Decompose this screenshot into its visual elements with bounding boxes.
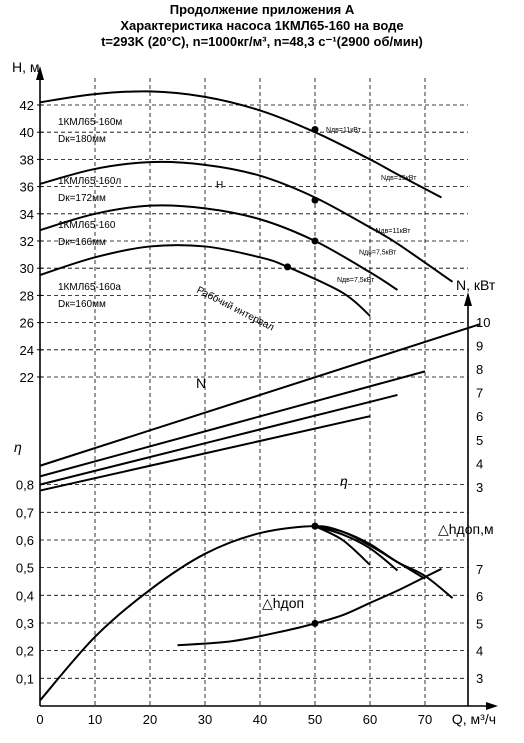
title-line-2: Характеристика насоса 1КМЛ65-160 на воде [120, 18, 404, 33]
dh-tick-label: 5 [476, 616, 483, 631]
eta-tick-label: 0,5 [16, 561, 34, 576]
head-marker [284, 263, 291, 271]
h-axis-title: H, м [12, 59, 40, 75]
head-curve-3 [39, 244, 371, 317]
labels-layer: 1КМЛ65-160м Dк=180мм 1КМЛ65-160л Dк=172мм 1К… [58, 117, 417, 611]
title-line-1: Продолжение приложения А [169, 2, 355, 17]
h-tick-label: 26 [20, 316, 34, 331]
power-curve-2 [39, 393, 398, 486]
n-tick-label: 5 [476, 433, 483, 448]
h-tick-label: 34 [20, 207, 34, 222]
x-tick-label: 60 [363, 712, 377, 727]
n-tick-label: 3 [476, 480, 483, 495]
n-tick-label: 9 [476, 338, 483, 353]
head-curve-name: 1КМЛ65-160а [58, 282, 121, 293]
motor-power-label: Nдв=15кВт [381, 175, 417, 182]
power-curve-3 [39, 415, 371, 492]
head-curve-dk: Dк=160мм [58, 299, 106, 310]
efficiency-curve-1 [314, 525, 426, 580]
eta-axis-title: η [14, 439, 22, 455]
curves-layer [39, 90, 481, 702]
npsh-marker [311, 619, 319, 627]
eta-tick-label: 0,4 [16, 588, 34, 603]
eta-tick-label: 0,3 [16, 616, 34, 631]
eta-tick-label: 0,7 [16, 505, 34, 520]
x-tick-label: 30 [198, 712, 212, 727]
eta-tick-label: 0,8 [16, 478, 34, 493]
h-tick-label: 24 [20, 343, 34, 358]
y-axis-arrow [36, 66, 44, 80]
head-marker [311, 237, 319, 245]
n-axis-title: N, кВт [456, 277, 496, 293]
x-tick-label: 50 [308, 712, 322, 727]
x-tick-label: 70 [418, 712, 432, 727]
motor-power-label: Nдв=7,5кВт [337, 277, 375, 284]
head-curve-dk: Dк=166мм [58, 237, 106, 248]
motor-power-label: Nдв=7,5кВт [359, 250, 397, 257]
dh-tick-label: 7 [476, 562, 483, 577]
head-curve-name: 1КМЛ65-160л [58, 176, 121, 187]
x-tick-label: 40 [253, 712, 267, 727]
n-tick-label: 6 [476, 409, 483, 424]
eta-tick-label: 0,2 [16, 644, 34, 659]
h-tick-label: 22 [20, 370, 34, 385]
head-marker [311, 196, 319, 204]
eta-tick-label: 0,6 [16, 533, 34, 548]
head-curve-0 [39, 90, 442, 199]
x-tick-label: 20 [143, 712, 157, 727]
x-axis-arrow [486, 702, 498, 710]
power-curve-0 [39, 323, 481, 467]
efficiency-curve-3 [314, 525, 371, 566]
motor-power-label: Nдв=11кВт [326, 127, 362, 134]
n-tick-label: 7 [476, 386, 483, 401]
efficiency-curve-0 [39, 525, 454, 702]
n-tick-label: 10 [476, 315, 490, 330]
title-line-3: t=293K (20°C), n=1000кг/м³, n=48,3 с⁻¹(2… [101, 34, 423, 49]
h-tick-label: 28 [20, 288, 34, 303]
head-curve-1 [39, 160, 454, 283]
head-curve-name: 1КМЛ65-160м [58, 117, 122, 128]
npsh-curve [177, 567, 442, 647]
head-curve-dk: Dк=172мм [58, 193, 106, 204]
dh-axis-title: △hдоп,м [438, 521, 494, 537]
eta-tick-label: 0,1 [16, 671, 34, 686]
x-axis-title: Q, м³/ч [452, 711, 496, 727]
chart-title-block: Продолжение приложения А Характеристика … [0, 2, 524, 50]
n-tick-label: 4 [476, 456, 483, 471]
efficiency-curve-2 [314, 525, 399, 572]
y-axis-right-arrow [464, 292, 472, 306]
head-group-label: H [216, 180, 223, 191]
axes-layer: 0 10 20 30 40 50 60 70 Q, м³/ч222426283032343638… [12, 59, 498, 727]
h-tick-label: 42 [20, 98, 34, 113]
motor-power-label: Nдв=11кВт [376, 228, 412, 235]
power-group-label: N [196, 375, 206, 391]
head-curve-2 [39, 204, 399, 291]
efficiency-marker [311, 522, 319, 530]
h-tick-label: 30 [20, 261, 34, 276]
efficiency-group-label: η [340, 473, 348, 489]
npsh-group-label: △hдоп [262, 595, 304, 611]
x-tick-label: 10 [88, 712, 102, 727]
head-curve-name: 1КМЛ65-160 [58, 220, 116, 231]
dh-tick-label: 4 [476, 644, 483, 659]
h-tick-label: 40 [20, 125, 34, 140]
h-tick-label: 32 [20, 234, 34, 249]
operating-interval-label: Рабочий интервал [195, 284, 277, 334]
head-marker [311, 125, 319, 133]
dh-tick-label: 6 [476, 589, 483, 604]
x-tick-label: 0 [36, 712, 43, 727]
grid-layer [40, 78, 468, 706]
power-curve-1 [39, 370, 426, 478]
dh-tick-label: 3 [476, 671, 483, 686]
head-curve-dk: Dк=180мм [58, 134, 106, 145]
h-tick-label: 36 [20, 180, 34, 195]
h-tick-label: 38 [20, 152, 34, 167]
n-tick-label: 8 [476, 362, 483, 377]
